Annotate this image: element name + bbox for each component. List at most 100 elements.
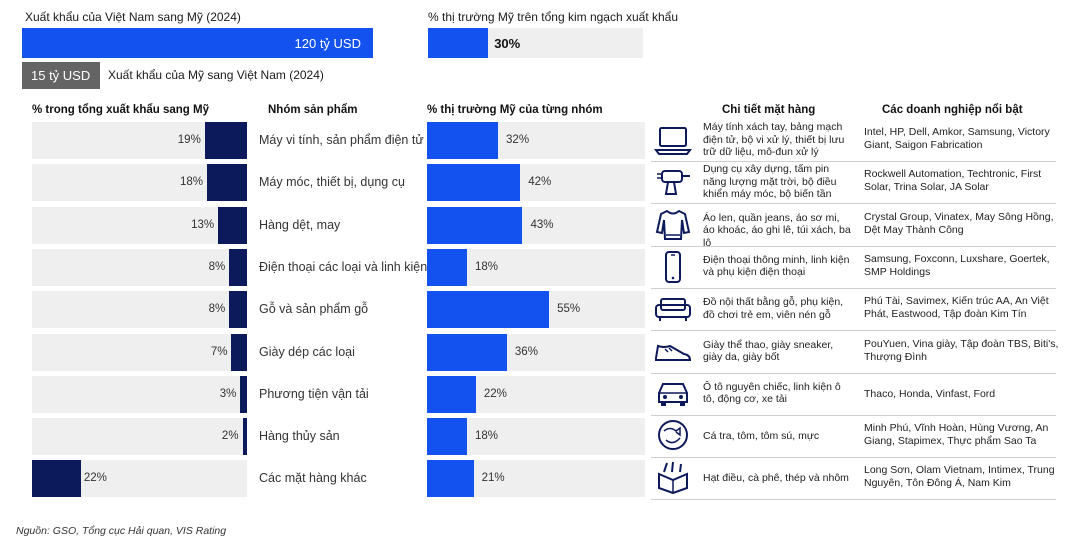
row-separator — [651, 203, 1056, 205]
left-row-bg — [32, 333, 247, 371]
item-firms: Long Sơn, Olam Vietnam, Intimex, Trung N… — [864, 464, 1055, 490]
source-note: Nguồn: GSO, Tổng cục Hải quan, VIS Ratin… — [16, 525, 227, 537]
header-group: Nhóm sản phẩm — [268, 104, 358, 116]
us-export-value: 15 tỷ USD — [31, 68, 91, 83]
left-bar — [231, 333, 247, 371]
right-bar — [427, 291, 550, 329]
vn-export-title: Xuất khẩu của Việt Nam sang Mỹ (2024) — [25, 10, 241, 24]
header-left: % trong tổng xuất khẩu sang Mỹ — [32, 104, 209, 116]
left-row-bg — [32, 248, 247, 286]
share-bar-fill — [428, 28, 489, 58]
left-value-label: 22% — [83, 472, 107, 485]
left-row-bg — [32, 375, 247, 413]
group-label: Điện thoại các loại và linh kiện — [259, 259, 428, 274]
left-value-label: 7% — [210, 345, 228, 358]
share-value: 30% — [494, 36, 521, 51]
box-icon — [658, 461, 688, 494]
left-bar — [204, 122, 247, 159]
left-bar — [242, 418, 247, 456]
header-detail: Chi tiết mặt hàng — [722, 104, 816, 116]
right-bar — [427, 206, 523, 244]
left-value-label: 13% — [191, 218, 215, 231]
header-right: % thị trường Mỹ của từng nhóm — [427, 104, 603, 116]
left-value-label: 3% — [219, 387, 237, 400]
item-firms: Phú Tài, Savimex, Kiến trúc AA, An Việt … — [864, 295, 1049, 321]
group-label: Máy móc, thiết bị, dụng cụ — [259, 175, 405, 190]
right-bar — [427, 375, 476, 413]
item-detail: Hạt điều, cà phê, thép và nhôm — [703, 472, 849, 485]
left-value-label: 19% — [177, 134, 201, 146]
left-bar — [218, 206, 247, 244]
left-row-bg — [32, 291, 247, 329]
share-title: % thị trường Mỹ trên tổng kim ngạch xuất… — [428, 10, 679, 24]
left-bar — [240, 375, 247, 413]
group-label: Hàng dệt, may — [259, 217, 341, 232]
group-label: Hàng thủy sản — [259, 429, 340, 444]
row-separator — [651, 161, 1056, 162]
row-separator — [651, 287, 1056, 289]
us-export-bar: 15 tỷ USD — [22, 62, 100, 89]
sweater-icon — [655, 209, 691, 240]
right-value-label: 18% — [474, 430, 498, 443]
us-export-title: Xuất khẩu của Mỹ sang Việt Nam (2024) — [108, 68, 324, 82]
group-label: Phương tiện vận tải — [259, 386, 369, 401]
phone-icon — [665, 251, 681, 283]
right-bar — [427, 164, 521, 202]
right-value-label: 32% — [506, 134, 530, 146]
right-value-label: 22% — [483, 387, 507, 400]
right-value-label: 42% — [528, 176, 552, 189]
left-value-label: 8% — [208, 260, 226, 273]
item-firms: Thaco, Honda, Vinfast, Ford — [864, 387, 996, 400]
group-label: Giày dép các loại — [259, 344, 355, 359]
row-separator — [651, 499, 1056, 501]
right-bar — [427, 460, 474, 498]
item-firms: Samsung, Foxconn, Luxshare, Goertek, SMP… — [864, 252, 1050, 278]
group-label: Máy vi tính, sản phẩm điện tử — [259, 133, 424, 147]
item-detail: Ô tô nguyên chiếc, linh kiện ô tô, động … — [703, 380, 841, 406]
item-firms: PouYuen, Vina giày, Tập đoàn TBS, Biti's… — [864, 337, 1059, 363]
right-value-label: 55% — [557, 303, 581, 316]
item-firms: Minh Phú, Vĩnh Hoàn, Hùng Vương, An Gian… — [864, 422, 1049, 448]
left-bar — [229, 291, 247, 329]
left-bar — [32, 460, 81, 498]
row-separator — [651, 245, 1056, 247]
item-detail: Cá tra, tôm, tôm sú, mực — [703, 430, 820, 443]
header-firms: Các doanh nghiệp nổi bật — [882, 104, 1023, 116]
right-value-label: 36% — [514, 345, 538, 358]
left-value-label: 2% — [221, 430, 239, 443]
item-detail: Máy tính xách tay, bảng mạch điện tử, bộ… — [703, 121, 845, 158]
row-separator — [651, 457, 1056, 459]
share-bar-track: 30% — [428, 28, 643, 58]
sneaker-icon — [655, 344, 692, 361]
group-label: Gỗ và sản phẩm gỗ — [259, 302, 369, 317]
car-icon — [658, 383, 688, 406]
left-value-label: 18% — [180, 176, 204, 189]
right-bar — [427, 248, 467, 286]
left-row-bg — [32, 418, 247, 456]
group-label: Các mặt hàng khác — [259, 471, 367, 486]
item-firms: Intel, HP, Dell, Amkor, Samsung, Victory… — [864, 126, 1050, 151]
item-detail: Dụng cụ xây dựng, tấm pin năng lượng mặt… — [703, 163, 837, 201]
right-bar — [427, 333, 507, 371]
left-row-bg — [32, 206, 247, 244]
left-value-label: 8% — [208, 303, 226, 316]
left-bar — [229, 248, 247, 286]
vn-export-value: 120 tỷ USD — [294, 36, 361, 51]
item-detail: Điện thoại thông minh, linh kiện và phụ … — [703, 253, 850, 279]
seafood-icon — [658, 420, 688, 450]
right-bar — [427, 122, 499, 159]
sofa-icon — [655, 298, 691, 321]
item-detail: Áo len, quần jeans, áo sơ mi, áo khoác, … — [703, 211, 851, 249]
row-separator — [651, 372, 1056, 374]
right-value-label: 18% — [474, 260, 498, 273]
row-separator — [651, 330, 1056, 332]
item-detail: Giày thể thao, giày sneaker, giày da, gi… — [703, 338, 834, 364]
vn-export-bar: 120 tỷ USD — [22, 28, 373, 58]
row-separator — [651, 414, 1056, 416]
laptop-icon — [654, 127, 692, 155]
item-firms: Rockwell Automation, Techtronic, First S… — [864, 168, 1042, 194]
right-bar — [427, 418, 467, 456]
item-detail: Đồ nội thất bằng gỗ, phụ kiện, đồ chơi t… — [703, 296, 844, 321]
right-value-label: 43% — [530, 218, 554, 231]
right-value-label: 21% — [481, 472, 505, 485]
